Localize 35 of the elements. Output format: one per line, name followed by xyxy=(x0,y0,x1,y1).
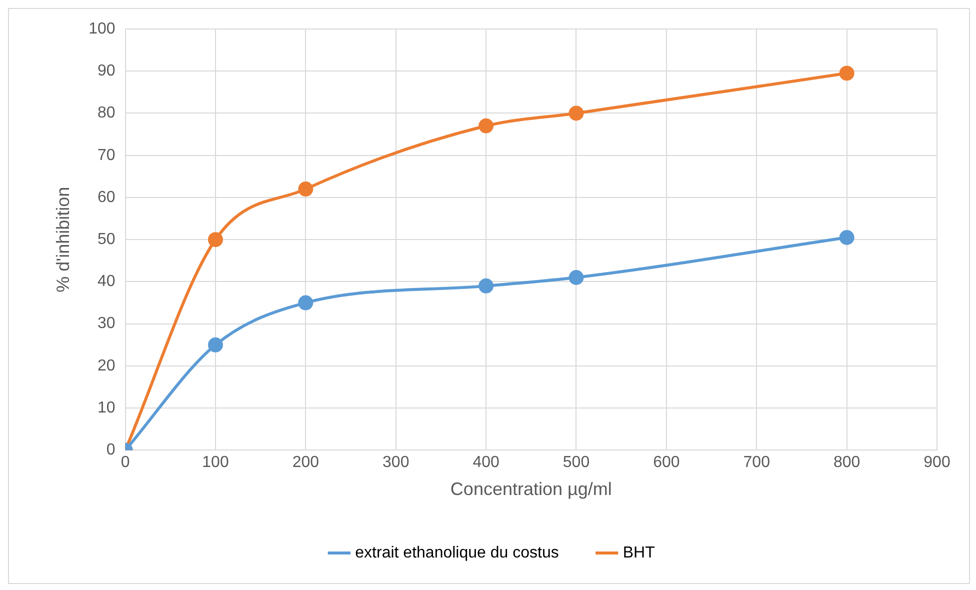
x-tick-label: 200 xyxy=(292,454,320,472)
x-tick-label: 800 xyxy=(833,454,860,472)
y-tick-label: 100 xyxy=(88,20,116,38)
point xyxy=(478,278,494,294)
x-tick-label: 0 xyxy=(120,454,130,472)
x-tick-label: 300 xyxy=(382,454,410,472)
x-tick-label: 400 xyxy=(472,454,500,472)
x-tick-label: 600 xyxy=(653,454,680,472)
x-axis-title: Concentration µg/ml xyxy=(450,479,612,500)
y-tick-label: 10 xyxy=(98,399,116,416)
x-tick-label: 100 xyxy=(202,454,229,472)
y-tick-label: 60 xyxy=(98,188,116,206)
y-tick-label: 70 xyxy=(98,146,116,164)
y-tick-label: 20 xyxy=(98,357,116,374)
x-tick-label: 900 xyxy=(924,454,950,472)
y-axis-title: % d'inhibition xyxy=(52,186,73,292)
legend-label: extrait ethanolique du costus xyxy=(355,544,559,562)
x-tick-label: 500 xyxy=(562,454,590,472)
point xyxy=(208,337,223,352)
y-tick-label: 40 xyxy=(98,273,116,290)
y-tick-label: 90 xyxy=(98,62,116,80)
y-tick-label: 30 xyxy=(98,315,116,332)
legend-label: BHT xyxy=(622,544,656,562)
point xyxy=(839,66,854,81)
point xyxy=(568,106,584,121)
point xyxy=(298,295,314,310)
point xyxy=(839,230,854,245)
point xyxy=(568,270,584,286)
y-tick-label: 0 xyxy=(106,442,116,459)
x-tick-label: 700 xyxy=(743,454,770,472)
y-tick-label: 50 xyxy=(98,231,116,248)
point xyxy=(208,232,223,248)
point xyxy=(298,182,314,197)
point xyxy=(478,118,494,134)
y-tick-label: 80 xyxy=(98,104,116,122)
